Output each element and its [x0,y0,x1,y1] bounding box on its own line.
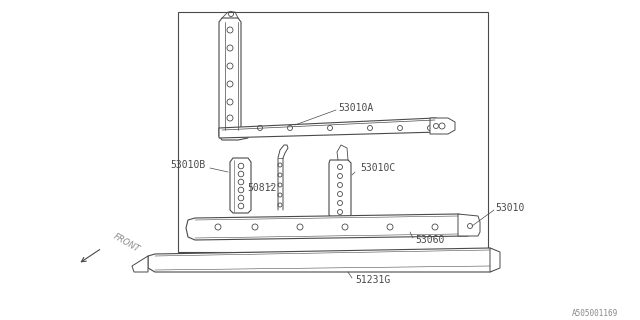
Polygon shape [430,118,455,134]
Polygon shape [186,214,472,240]
Polygon shape [230,158,251,213]
Text: A505001169: A505001169 [572,309,618,318]
Polygon shape [148,248,498,272]
Bar [178,12,488,252]
Polygon shape [219,118,448,138]
Polygon shape [490,248,500,272]
Text: 53010C: 53010C [360,163,396,173]
Text: FRONT: FRONT [112,232,141,254]
Text: 53010A: 53010A [338,103,373,113]
Polygon shape [329,160,351,218]
Text: 50812: 50812 [247,183,276,193]
Polygon shape [458,214,480,236]
Text: 53060: 53060 [415,235,444,245]
Text: 53010: 53010 [495,203,524,213]
Text: 51231G: 51231G [355,275,390,285]
Polygon shape [219,18,248,140]
Text: 53010B: 53010B [170,160,205,170]
Polygon shape [132,256,148,272]
